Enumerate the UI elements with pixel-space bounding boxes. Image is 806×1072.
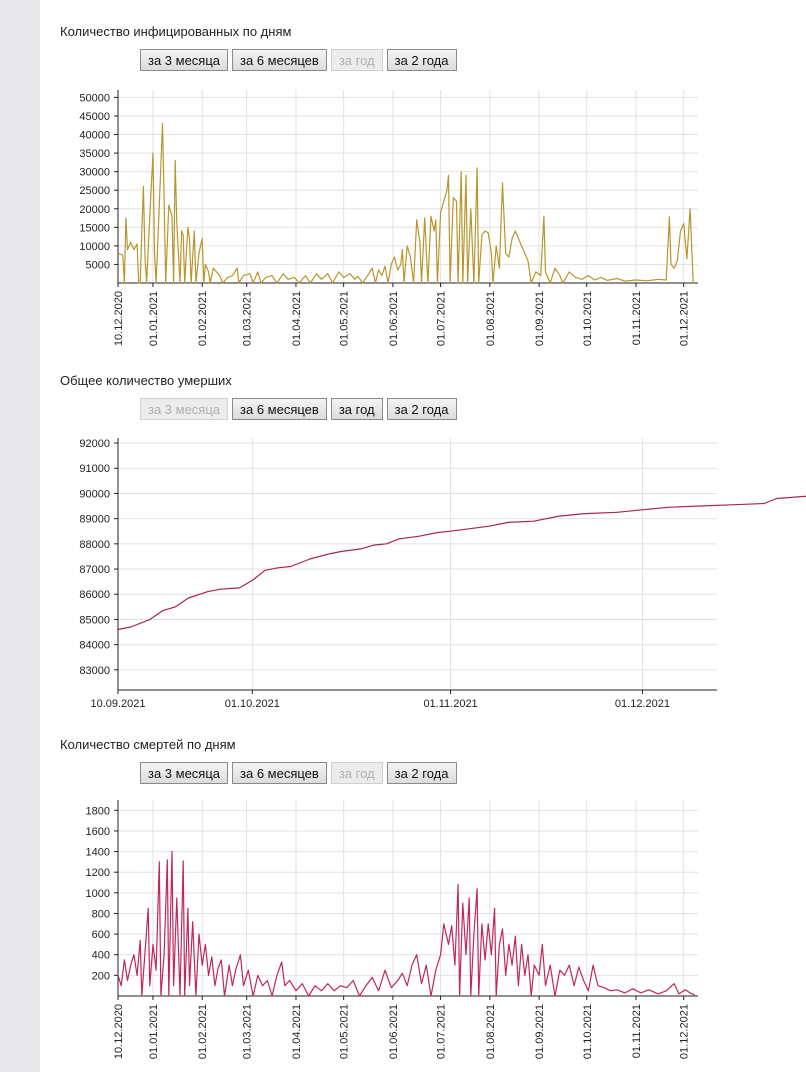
- y-tick-label: 10000: [79, 241, 110, 253]
- x-tick-label: 01.11.2021: [631, 1004, 643, 1058]
- x-tick-label: 01.10.2021: [582, 291, 594, 346]
- y-tick-label: 83000: [79, 665, 110, 677]
- grid: [118, 800, 698, 996]
- x-axis: 10.09.2021 01.10.2021 01.11.2021 01.12.2021: [90, 690, 670, 710]
- x-tick-label: 01.01.2021: [148, 1004, 160, 1059]
- y-tick-label: 15000: [79, 222, 110, 234]
- x-tick-label: 01.12.2021: [679, 291, 691, 346]
- x-tick-label: 01.02.2021: [197, 1004, 209, 1059]
- y-axis: 5000 10000 15000 20000 25000 30000 35000 40000 4…: [79, 92, 118, 271]
- x-tick-label: 01.03.2021: [242, 291, 254, 346]
- y-tick-label: 50000: [79, 92, 110, 104]
- period-6-months-button[interactable]: за 6 месяцев: [232, 762, 327, 784]
- y-tick-label: 30000: [79, 167, 110, 179]
- x-tick-label: 01.10.2021: [225, 698, 280, 710]
- y-tick-label: 20000: [79, 204, 110, 216]
- x-tick-label: 01.04.2021: [291, 291, 303, 346]
- period-year-button: за год: [330, 762, 383, 784]
- period-2-years-button[interactable]: за 2 года: [386, 762, 457, 784]
- y-tick-label: 90000: [79, 488, 110, 500]
- x-tick-label: 01.12.2021: [679, 1004, 691, 1059]
- x-tick-label: 01.05.2021: [339, 1004, 351, 1059]
- y-tick-label: 1600: [86, 826, 110, 838]
- series-line: [117, 495, 806, 631]
- x-tick-label: 01.08.2021: [485, 1004, 497, 1059]
- y-tick-label: 92000: [79, 438, 110, 450]
- x-tick-label: 01.09.2021: [534, 291, 546, 346]
- x-tick-label: 01.11.2021: [423, 698, 477, 710]
- x-tick-label: 01.06.2021: [388, 1004, 400, 1059]
- x-axis: 10.12.2020 01.01.2021 01.02.2021 01.03.2021…: [113, 996, 691, 1059]
- section-title: Количество смертей по дням: [60, 737, 236, 752]
- section-title: Общее количество умерших: [60, 373, 232, 388]
- y-tick-label: 45000: [79, 111, 110, 123]
- period-year-button: за год: [330, 49, 383, 71]
- x-axis: 10.12.2020 01.01.2021 01.02.2021 01.03.2021…: [113, 283, 691, 346]
- y-tick-label: 86000: [79, 589, 110, 601]
- period-year-button[interactable]: за год: [330, 398, 383, 420]
- y-tick-label: 600: [92, 929, 110, 941]
- x-tick-label: 10.09.2021: [90, 698, 145, 710]
- infected-daily-chart: 5000 10000 15000 20000 25000 30000 35000 40000 4…: [79, 90, 698, 346]
- series-line: [117, 851, 696, 997]
- x-tick-label: 01.07.2021: [436, 291, 448, 346]
- y-tick-label: 1200: [86, 867, 110, 879]
- x-tick-label: 01.07.2021: [436, 1004, 448, 1059]
- x-tick-label: 10.12.2020: [113, 291, 125, 346]
- y-tick-label: 40000: [79, 130, 110, 142]
- x-tick-label: 10.12.2020: [113, 1004, 125, 1059]
- period-buttons: за 3 месяца за 6 месяцев за год за 2 год…: [140, 49, 457, 71]
- y-tick-label: 1400: [86, 847, 110, 859]
- period-6-months-button[interactable]: за 6 месяцев: [232, 49, 327, 71]
- y-axis: 200 400 600 800 1000 1200 1400 1600 1800: [86, 805, 118, 982]
- section-infected-daily: Количество инфицированных по дням за 3 м…: [40, 0, 806, 360]
- period-2-years-button[interactable]: за 2 года: [386, 398, 457, 420]
- x-tick-label: 01.01.2021: [148, 291, 160, 346]
- period-3-months-button[interactable]: за 3 месяца: [140, 762, 229, 784]
- x-tick-label: 01.06.2021: [388, 291, 400, 346]
- y-tick-label: 89000: [79, 514, 110, 526]
- y-tick-label: 25000: [79, 185, 110, 197]
- y-tick-label: 400: [92, 950, 110, 962]
- y-tick-label: 85000: [79, 614, 110, 626]
- section-title: Количество инфицированных по дням: [60, 24, 292, 39]
- series-line: [117, 122, 694, 284]
- x-tick-label: 01.10.2021: [582, 1004, 594, 1059]
- y-tick-label: 1000: [86, 888, 110, 900]
- section-total-deaths: Общее количество умерших за 3 месяца за …: [40, 360, 806, 720]
- x-tick-label: 01.04.2021: [291, 1004, 303, 1059]
- period-buttons: за 3 месяца за 6 месяцев за год за 2 год…: [140, 762, 457, 784]
- period-3-months-button: за 3 месяца: [140, 398, 229, 420]
- y-tick-label: 5000: [86, 259, 110, 271]
- grid: [118, 90, 698, 283]
- x-tick-label: 01.03.2021: [242, 1004, 254, 1059]
- period-buttons: за 3 месяца за 6 месяцев за год за 2 год…: [140, 398, 457, 420]
- y-tick-label: 1800: [86, 805, 110, 817]
- period-2-years-button[interactable]: за 2 года: [386, 49, 457, 71]
- y-tick-label: 800: [92, 908, 110, 920]
- y-tick-label: 87000: [79, 564, 110, 576]
- x-tick-label: 01.11.2021: [631, 291, 643, 345]
- total-deaths-chart: 83000 84000 85000 86000 87000 88000 89000 90000…: [79, 438, 806, 710]
- x-tick-label: 01.05.2021: [339, 291, 351, 346]
- y-axis: 83000 84000 85000 86000 87000 88000 89000 90000…: [79, 438, 118, 677]
- period-3-months-button[interactable]: за 3 месяца: [140, 49, 229, 71]
- y-tick-label: 84000: [79, 640, 110, 652]
- left-sidebar: [0, 0, 40, 1072]
- y-tick-label: 200: [92, 970, 110, 982]
- grid: [118, 438, 717, 690]
- y-tick-label: 88000: [79, 539, 110, 551]
- period-6-months-button[interactable]: за 6 месяцев: [232, 398, 327, 420]
- x-tick-label: 01.08.2021: [485, 291, 497, 346]
- x-tick-label: 01.02.2021: [197, 291, 209, 346]
- y-tick-label: 35000: [79, 148, 110, 160]
- x-tick-label: 01.12.2021: [615, 698, 670, 710]
- y-tick-label: 91000: [79, 463, 110, 475]
- deaths-daily-chart: 200 400 600 800 1000 1200 1400 1600 1800 10.12.20…: [86, 800, 698, 1059]
- section-deaths-daily: Количество смертей по дням за 3 месяца з…: [40, 720, 806, 1072]
- x-tick-label: 01.09.2021: [534, 1004, 546, 1059]
